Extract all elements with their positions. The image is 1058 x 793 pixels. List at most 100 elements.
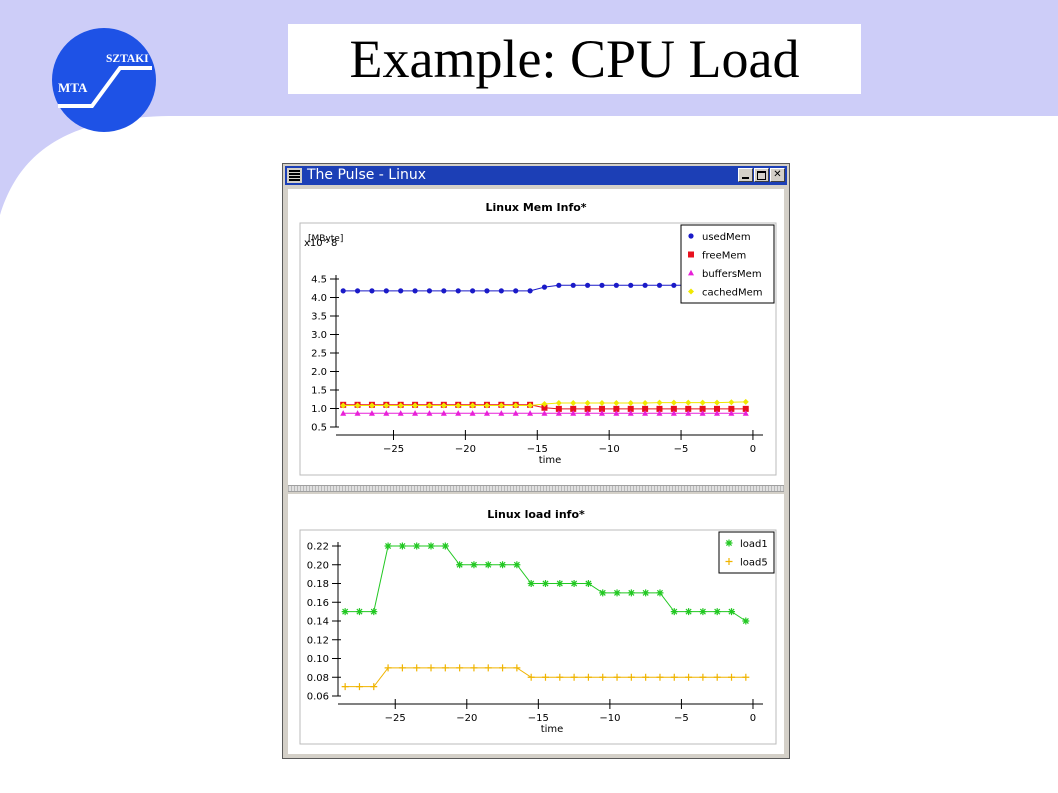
window-titlebar[interactable]: The Pulse - Linux ✕	[285, 166, 787, 185]
load-point-load1	[456, 561, 464, 569]
mem-point-buffersMem	[541, 410, 548, 416]
mem-y-label: [MByte]	[308, 234, 343, 244]
load-x-tick-label: −25	[385, 713, 406, 724]
load-point-load5	[742, 673, 750, 681]
mem-point-buffersMem	[527, 410, 534, 416]
mem-point-freeMem	[555, 405, 562, 412]
mem-point-usedMem	[541, 284, 548, 290]
mem-point-buffersMem	[354, 410, 361, 416]
minimize-button[interactable]	[738, 168, 753, 182]
load-point-load5	[456, 664, 464, 672]
load-point-load5	[499, 664, 507, 672]
mem-point-usedMem	[340, 288, 346, 294]
mem-legend-marker-buffersMem	[688, 269, 694, 276]
load-point-load5	[656, 673, 664, 681]
load-y-tick-label: 0.12	[307, 635, 329, 646]
load-point-load5	[584, 673, 592, 681]
mem-point-usedMem	[498, 288, 504, 294]
mem-point-freeMem	[598, 405, 605, 412]
load-point-load5	[613, 673, 621, 681]
mem-plot-frame	[299, 222, 777, 476]
mem-point-freeMem	[642, 405, 649, 412]
load-point-load1	[656, 589, 664, 597]
mem-y-tick-label: 2.5	[311, 349, 327, 360]
load-point-load1	[527, 580, 535, 587]
mem-point-buffersMem	[368, 410, 375, 416]
mem-point-buffersMem	[440, 410, 447, 416]
mem-point-buffersMem	[656, 410, 663, 416]
mem-point-usedMem	[642, 282, 648, 288]
mem-point-cachedMem	[670, 399, 677, 406]
mem-point-buffersMem	[397, 410, 404, 416]
mem-y-tick-label: 1.5	[311, 386, 327, 397]
load-y-tick-label: 0.18	[307, 579, 329, 590]
load-y-tick-label: 0.08	[307, 673, 329, 684]
close-icon: ✕	[773, 169, 782, 180]
mem-point-buffersMem	[570, 410, 577, 416]
mem-point-buffersMem	[584, 410, 591, 416]
mem-x-label: time	[539, 455, 562, 466]
mem-point-usedMem	[527, 288, 533, 294]
mem-point-cachedMem	[627, 399, 634, 406]
mem-point-freeMem	[656, 405, 663, 412]
load-legend-label-load1: load1	[740, 539, 768, 550]
load-point-load1	[613, 589, 621, 597]
load-point-load1	[355, 608, 363, 616]
load-point-load5	[441, 664, 449, 672]
minimize-icon	[742, 177, 749, 179]
mem-point-buffersMem	[670, 410, 677, 416]
mem-point-freeMem	[584, 405, 591, 412]
load-point-load1	[713, 608, 721, 616]
mem-point-freeMem	[670, 405, 677, 412]
mem-point-buffersMem	[426, 410, 433, 416]
mem-point-freeMem	[742, 405, 749, 412]
close-button[interactable]: ✕	[770, 168, 785, 182]
mem-x-tick-label: −25	[383, 444, 404, 455]
panel-splitter[interactable]	[288, 485, 784, 492]
mem-point-buffersMem	[455, 410, 462, 416]
load-x-tick-label: −10	[599, 713, 620, 724]
mem-legend-label-buffersMem: buffersMem	[702, 269, 762, 280]
load-point-load5	[527, 673, 535, 681]
mem-point-usedMem	[671, 282, 677, 288]
load-point-load5	[713, 673, 721, 681]
mem-point-buffersMem	[512, 410, 519, 416]
mem-point-cachedMem	[699, 399, 706, 406]
load-point-load5	[599, 673, 607, 681]
mem-legend-marker-cachedMem	[688, 288, 694, 295]
mem-point-usedMem	[656, 282, 663, 288]
mem-point-cachedMem	[397, 402, 404, 409]
mem-point-usedMem	[628, 282, 634, 288]
load-point-load1	[599, 589, 607, 597]
mem-point-buffersMem	[340, 410, 347, 416]
mem-point-usedMem	[441, 288, 447, 294]
mem-x-tick-label: 0	[750, 444, 756, 455]
maximize-button[interactable]	[754, 168, 769, 182]
load-point-load1	[441, 542, 449, 550]
load-y-tick-label: 0.20	[307, 560, 329, 571]
window-menu-icon[interactable]	[287, 168, 302, 183]
mem-point-freeMem	[685, 405, 692, 412]
mem-point-buffersMem	[555, 410, 562, 416]
load-point-load1	[685, 608, 693, 616]
load-point-load5	[341, 683, 349, 691]
mem-point-cachedMem	[584, 399, 591, 406]
load-point-load5	[484, 664, 492, 672]
mem-y-tick-label: 3.0	[311, 330, 327, 341]
mem-point-freeMem	[541, 404, 548, 411]
load-chart-title: Linux load info*	[487, 508, 585, 521]
load-y-tick-label: 0.14	[307, 617, 329, 628]
mem-y-scale-note: x10^8	[304, 238, 337, 249]
mem-point-cachedMem	[368, 402, 375, 409]
load-point-load1	[742, 617, 750, 625]
mem-y-tick-label: 4.0	[311, 293, 327, 304]
mem-point-cachedMem	[383, 402, 390, 409]
mem-y-tick-label: 1.0	[311, 404, 327, 415]
load-x-tick-label: −5	[674, 713, 689, 724]
mem-point-cachedMem	[555, 399, 562, 406]
load-point-load1	[627, 589, 635, 597]
load-point-load1	[470, 561, 478, 569]
mem-y-tick-label: 0.5	[311, 423, 327, 434]
load-point-load5	[427, 664, 435, 672]
mem-x-tick-label: −15	[527, 444, 548, 455]
